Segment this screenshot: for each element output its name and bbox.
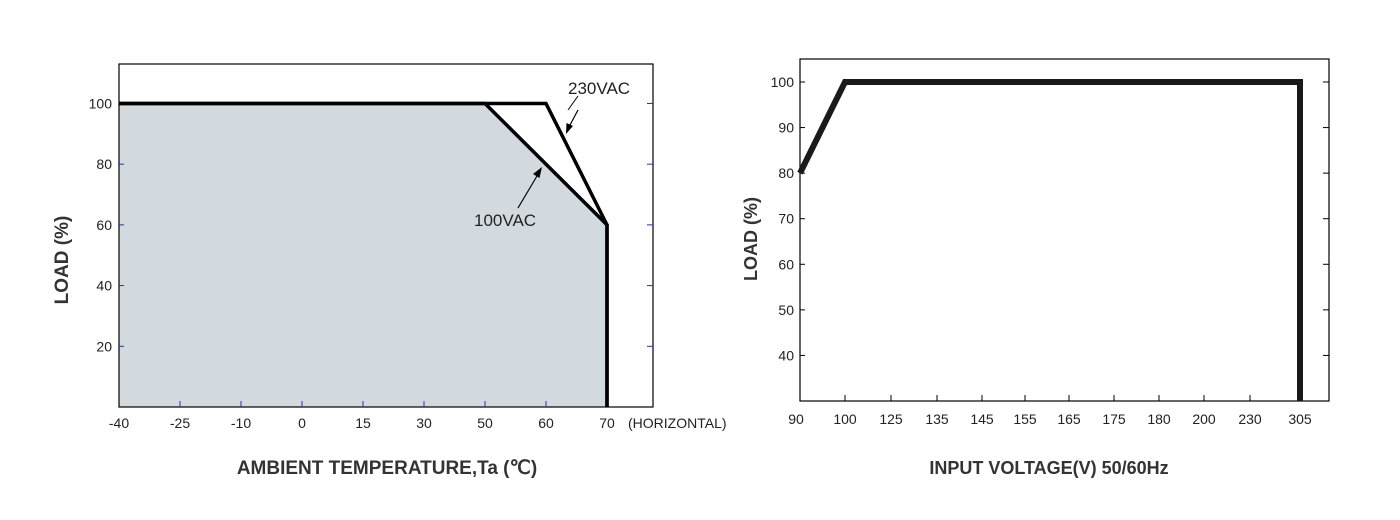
c1-annotation-100vac: 100VAC	[474, 211, 536, 230]
c1-x-suffix-label: (HORIZONTAL)	[628, 415, 727, 431]
c2-x-tick-label: 305	[1288, 411, 1312, 427]
c1-y-tick-label: 40	[96, 278, 112, 294]
c2-x-tick-label: 165	[1057, 411, 1081, 427]
c1-y-tick-label: 80	[96, 156, 112, 172]
c2-x-axis-title: INPUT VOLTAGE(V) 50/60Hz	[929, 458, 1168, 478]
c2-plot-frame	[799, 58, 1330, 402]
c2-y-axis-title: LOAD (%)	[741, 197, 761, 281]
c1-x-tick-label: 30	[416, 415, 432, 431]
c2-x-tick-label: 200	[1192, 411, 1216, 427]
c2-y-tick-label: 60	[778, 256, 794, 272]
c1-safe-area-fill	[119, 103, 607, 407]
c1-x-tick-label: -25	[170, 415, 190, 431]
c1-series-lines	[119, 101, 609, 407]
c1-y-tick-label: 100	[89, 95, 113, 111]
c1-x-tick-labels: -40 -25 -10 0 15 30 50 60 70 (HORIZONTAL…	[109, 415, 727, 431]
c1-x-tick-label: 50	[477, 415, 493, 431]
c1-arrowhead-100vac	[533, 167, 542, 178]
c2-y-tick-label: 70	[778, 211, 794, 227]
c2-y-tick-labels: 40 50 60 70 80 90 100	[771, 74, 795, 363]
c2-series-line	[797, 79, 1303, 401]
c1-y-tick-labels: 20 40 60 80 100	[89, 95, 113, 354]
c1-x-axis-title: AMBIENT TEMPERATURE,Ta (℃)	[237, 458, 537, 479]
c1-annotation-230vac: 230VAC	[568, 79, 630, 98]
c1-plot-frame	[118, 63, 654, 408]
c2-x-tick-label: 230	[1238, 411, 1262, 427]
c2-series-lines	[797, 79, 1303, 401]
c1-y-axis-title: LOAD (%)	[52, 216, 73, 305]
c2-y-tick-label: 100	[771, 74, 795, 90]
c2-x-tick-label: 135	[925, 411, 949, 427]
c1-x-tick-label: 15	[355, 415, 371, 431]
c2-x-tick-label: 155	[1013, 411, 1037, 427]
c1-x-tick-label: -10	[231, 415, 251, 431]
c2-y-tick-label: 50	[778, 302, 794, 318]
temperature-derating-chart: -40 -25 -10 0 15 30 50 60 70 (HORIZONTAL…	[52, 63, 727, 479]
c1-x-tick-label: 70	[599, 415, 615, 431]
c1-y-tick-label: 60	[96, 217, 112, 233]
c2-x-tick-labels: 90 100 125 135 145 155 165 175 180 200 2…	[788, 411, 1312, 427]
c2-y-tick-label: 80	[778, 165, 794, 181]
c1-arrowhead-230vac	[566, 123, 573, 134]
c1-x-tick-label: -40	[109, 415, 129, 431]
c2-x-tick-label: 125	[879, 411, 903, 427]
c2-tick-marks	[800, 81, 1329, 401]
c1-y-tick-label: 20	[96, 338, 112, 354]
c2-x-tick-label: 145	[970, 411, 994, 427]
c1-arrow-230vac	[569, 109, 579, 126]
c1-leader-230vac	[567, 95, 579, 111]
c2-y-tick-label: 90	[778, 120, 794, 136]
input-voltage-derating-chart: 90 100 125 135 145 155 165 175 180 200 2…	[741, 58, 1330, 478]
c2-x-tick-label: 100	[833, 411, 857, 427]
c1-x-tick-label: 0	[298, 415, 306, 431]
c2-y-tick-label: 40	[778, 347, 794, 363]
c2-x-tick-label: 90	[788, 411, 804, 427]
c1-x-tick-label: 60	[538, 415, 554, 431]
c1-arrow-100vac	[517, 175, 538, 209]
c2-x-tick-label: 180	[1147, 411, 1171, 427]
c2-x-tick-label: 175	[1102, 411, 1126, 427]
c1-series-line-100vac	[119, 101, 609, 407]
